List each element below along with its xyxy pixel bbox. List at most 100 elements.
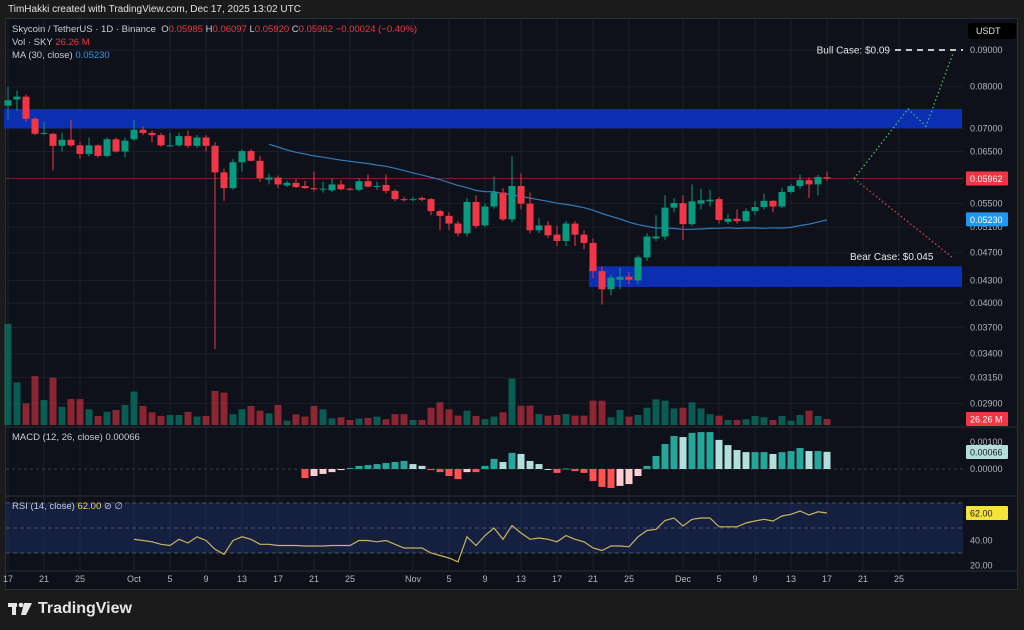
time-axis-label: 21 [39, 574, 49, 584]
candle-body [85, 145, 93, 154]
volume-bar [733, 420, 741, 425]
candle-body [274, 177, 282, 185]
candle-body [778, 191, 786, 207]
volume-bar [706, 414, 714, 425]
time-axis-label: 9 [752, 574, 757, 584]
macd-histogram-bar [427, 469, 435, 471]
macd-histogram-bar [616, 469, 624, 486]
time-axis-label: 17 [552, 574, 562, 584]
macd-histogram-bar [499, 461, 507, 469]
candle-body [418, 198, 426, 200]
candle-body [472, 201, 480, 226]
time-axis-label: Nov [405, 574, 422, 584]
volume-bar [688, 402, 696, 425]
candle-body [31, 118, 39, 134]
volume-bar [58, 406, 66, 425]
candle-body [481, 206, 489, 226]
price-axis-label: 0.05500 [970, 199, 1003, 209]
rsi-legend[interactable]: RSI (14, close) 62.00 ⊘ ∅ [12, 501, 123, 512]
volume-bar [139, 405, 147, 425]
volume-bar [85, 409, 93, 425]
candle-body [157, 135, 165, 146]
candle-body [391, 190, 399, 200]
macd-histogram-bar [436, 469, 444, 473]
volume-bar [544, 415, 552, 425]
macd-histogram-bar [301, 469, 309, 479]
volume-bar [526, 405, 534, 425]
volume-bar [337, 417, 345, 425]
time-axis-label: 13 [237, 574, 247, 584]
candles [4, 86, 831, 350]
rsi-settings-icons[interactable]: ⊘ ∅ [103, 501, 123, 512]
candle-body [175, 136, 183, 146]
ma-30-line [268, 143, 828, 230]
candle-body [211, 145, 219, 173]
macd-histogram-bar [373, 464, 381, 469]
macd-histogram-bar [724, 445, 732, 469]
candle-body [535, 225, 543, 231]
symbol-name[interactable]: Skycoin / TetherUS · 1D · Binance [12, 24, 156, 35]
price-axis-label: 0.05100 [970, 222, 1003, 232]
volume-bar [193, 416, 201, 425]
volume-bar [418, 420, 426, 425]
volume-bar [157, 415, 165, 425]
bear-case-path [853, 178, 954, 259]
volume-bar [265, 413, 273, 425]
close-label: C [291, 24, 299, 35]
candle-body [67, 139, 75, 146]
tradingview-logo: TradingView [8, 600, 132, 618]
currency-selector[interactable]: USDT [968, 23, 1016, 39]
candle-body [310, 188, 318, 190]
price-axis-label: 0.06500 [970, 147, 1003, 157]
candle-body [697, 200, 705, 204]
volume-bar [355, 418, 363, 425]
bull-case-path [853, 53, 954, 179]
rsi-value: 62.00 [77, 501, 102, 512]
rsi-pane [6, 502, 963, 563]
volume-bar [121, 405, 129, 425]
rsi-label: RSI (14, close) [12, 501, 75, 512]
macd-histogram-bar [670, 436, 678, 469]
volume-bar [49, 377, 57, 425]
macd-histogram-bar [481, 465, 489, 469]
volume-bar [715, 415, 723, 425]
volume-bar [508, 378, 516, 425]
volume-bar [364, 417, 372, 425]
macd-histogram-bar [823, 451, 831, 469]
time-axis-label: 17 [273, 574, 283, 584]
candle-body [166, 145, 174, 147]
volume-bar [175, 415, 183, 425]
macd-histogram-bar [319, 469, 327, 474]
candle-body [256, 160, 264, 179]
macd-histogram-bar [382, 463, 390, 469]
candle-body [526, 203, 534, 231]
price-axis-label: 0.07000 [970, 123, 1003, 133]
candle-body [436, 211, 444, 216]
candle-body [220, 172, 228, 189]
candle-body [661, 207, 669, 237]
price-axis-label: 0.03150 [970, 373, 1003, 383]
volume-bar [472, 415, 480, 425]
time-axis-label: 5 [446, 574, 451, 584]
ma-legend[interactable]: MA (30, close) 0.05230 [12, 50, 110, 61]
volume-legend[interactable]: Vol · SKY 26.26 M [12, 37, 90, 48]
macd-histogram-bar [391, 461, 399, 469]
candle-body [679, 203, 687, 225]
macd-histogram-bar [787, 451, 795, 469]
time-axis-label: 21 [588, 574, 598, 584]
candle-body [301, 186, 309, 189]
macd-histogram-bar [526, 460, 534, 469]
rsi-tag: 62.00 [970, 509, 993, 519]
candle-body [616, 276, 624, 280]
macd-legend[interactable]: MACD (12, 26, close) 0.00066 [12, 432, 140, 443]
candle-body [22, 96, 30, 119]
time-axis-label: 13 [786, 574, 796, 584]
candle-body [283, 182, 291, 186]
volume-bar [598, 400, 606, 425]
macd-tag: 0.00066 [970, 448, 1003, 458]
candle-body [715, 199, 723, 220]
volume-bar [319, 409, 327, 425]
candle-body [760, 200, 768, 208]
macd-histogram-bar [490, 458, 498, 469]
